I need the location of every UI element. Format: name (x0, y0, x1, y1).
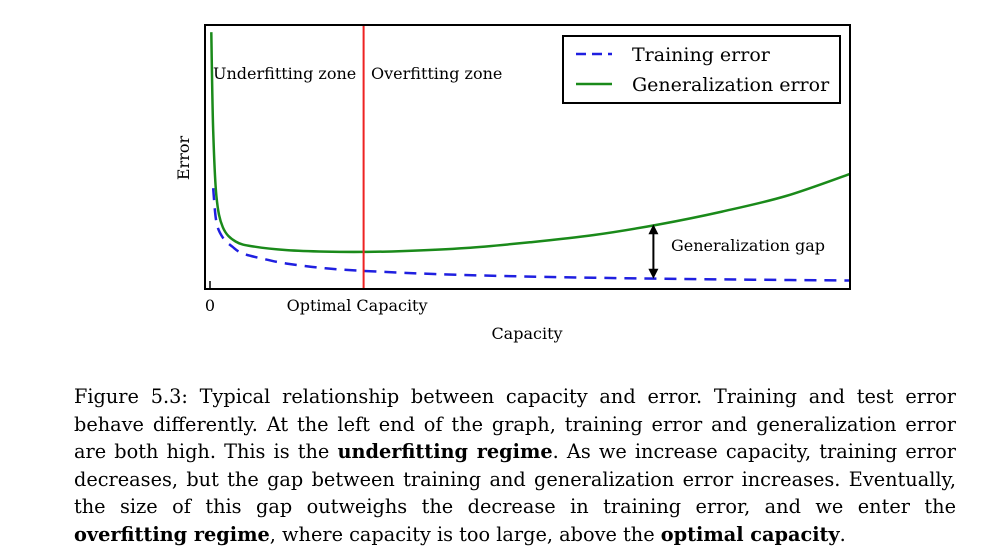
generalization-gap-label: Generalization gap (671, 236, 825, 255)
caption-term-overfitting: overfitting regime (74, 522, 270, 546)
caption-term-optimal: optimal capacity (660, 522, 840, 546)
plot-frame (204, 24, 851, 290)
caption-mid-2: , where capacity is too large, above the (269, 522, 661, 546)
caption-lead: Figure 5.3: Typical relationship between… (74, 385, 956, 464)
x-tick-label-1: Optimal Capacity (287, 296, 428, 315)
caption-end: . (839, 522, 846, 546)
legend-label-training-error: Training error (632, 44, 771, 66)
x-tick-label-0: 0 (205, 296, 215, 315)
caption-mid-1: . As we increase capacity, training erro… (74, 440, 957, 519)
figure-capacity-error: Underfitting zone Overfitting zone Gener… (174, 24, 851, 343)
x-tick-labels: 0 Optimal Capacity (205, 296, 428, 315)
underfitting-zone-label: Underfitting zone (213, 64, 356, 83)
series-layer (209, 32, 851, 288)
chart: Underfitting zone Overfitting zone Gener… (174, 24, 851, 343)
legend-label-generalization-error: Generalization error (632, 74, 830, 96)
x-axis-label: Capacity (491, 324, 562, 343)
caption-term-underfitting: underfitting regime (337, 440, 553, 464)
figure-caption: Figure 5.3: Typical relationship between… (74, 383, 956, 549)
legend-box (562, 35, 841, 104)
y-axis-label: Error (174, 136, 193, 181)
series-line-generalization-error (210, 32, 851, 254)
legend: Training error Generalization error (562, 35, 841, 104)
series-line-training-error (211, 188, 851, 282)
overfitting-zone-label: Overfitting zone (371, 64, 502, 83)
